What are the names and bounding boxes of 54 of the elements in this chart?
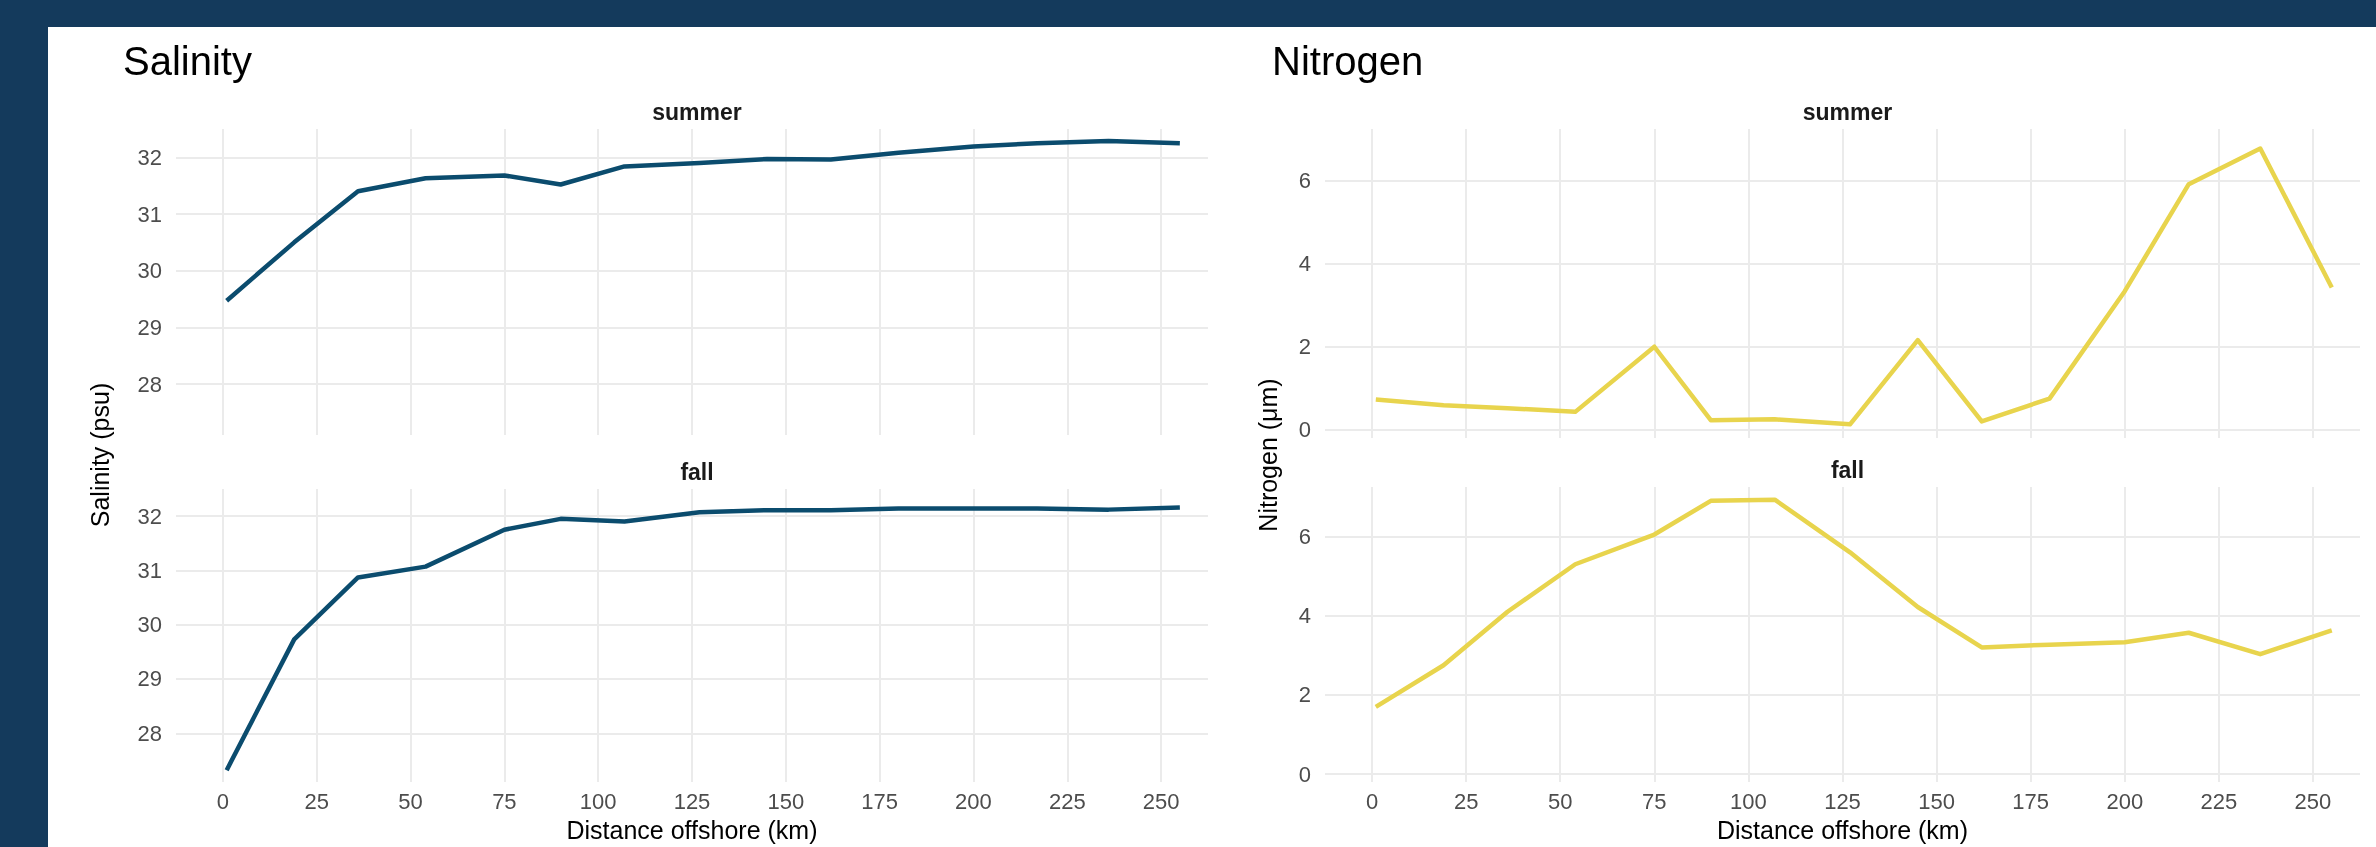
y-tick-label: 0 — [1298, 761, 1311, 787]
x-tick-label: 150 — [1918, 788, 1955, 814]
y-tick-label: 29 — [137, 314, 162, 340]
y-tick-label: 4 — [1298, 251, 1311, 277]
chart-subtitle: summer — [1802, 98, 1893, 125]
y-tick-label: 29 — [137, 666, 162, 692]
y-tick-label: 2 — [1298, 682, 1311, 708]
y-tick-label: 30 — [137, 258, 162, 284]
x-tick-label: 200 — [955, 788, 992, 814]
y-tick-label: 28 — [137, 720, 162, 746]
line-series — [224, 505, 1183, 773]
x-axis-title: Distance offshore (km) — [566, 815, 818, 844]
y-tick-label: 6 — [1298, 168, 1311, 194]
x-tick-label: 75 — [1642, 788, 1667, 814]
x-tick-label: 50 — [1547, 788, 1573, 814]
chart-subtitle: summer — [652, 98, 742, 125]
x-tick-label: 125 — [1824, 788, 1861, 814]
x-tick-label: 150 — [767, 788, 805, 814]
x-axis-title: Distance offshore (km) — [1716, 815, 1969, 844]
y-tick-label: 30 — [137, 612, 162, 638]
y-tick-label: 32 — [137, 144, 162, 170]
chart-subtitle: fall — [1830, 456, 1865, 483]
y-tick-label: 31 — [137, 201, 162, 227]
x-tick-label: 75 — [492, 788, 517, 814]
chart-title: Salinity — [123, 39, 252, 83]
x-tick-label: 0 — [216, 788, 230, 814]
y-axis-title: Salinity (psu) — [85, 382, 115, 528]
line-series — [224, 138, 1183, 303]
y-tick-label: 2 — [1298, 334, 1311, 360]
chart-title: Nitrogen — [1272, 39, 1424, 83]
x-tick-label: 50 — [398, 788, 423, 814]
x-tick-label: 0 — [1365, 788, 1379, 814]
x-tick-label: 225 — [2200, 788, 2238, 814]
y-tick-label: 32 — [137, 503, 162, 529]
x-tick-label: 200 — [2106, 788, 2144, 814]
y-axis-title: Nitrogen (μm) — [1253, 378, 1283, 532]
y-tick-label: 31 — [137, 557, 162, 583]
y-tick-label: 28 — [137, 371, 162, 397]
y-tick-label: 0 — [1298, 417, 1311, 443]
y-tick-label: 6 — [1298, 524, 1311, 550]
chart-subtitle: fall — [680, 458, 714, 485]
x-tick-label: 100 — [1730, 788, 1767, 814]
line-series — [1373, 146, 2335, 427]
y-tick-label: 4 — [1298, 603, 1311, 629]
x-tick-label: 250 — [2294, 788, 2332, 814]
x-tick-label: 225 — [1048, 788, 1086, 814]
x-tick-label: 125 — [673, 788, 711, 814]
x-tick-label: 25 — [304, 788, 329, 814]
x-tick-label: 250 — [1142, 788, 1180, 814]
line-series — [1373, 497, 2335, 710]
x-tick-label: 175 — [2012, 788, 2050, 814]
x-tick-label: 175 — [861, 788, 898, 814]
x-tick-label: 100 — [579, 788, 617, 814]
x-tick-label: 25 — [1453, 788, 1479, 814]
